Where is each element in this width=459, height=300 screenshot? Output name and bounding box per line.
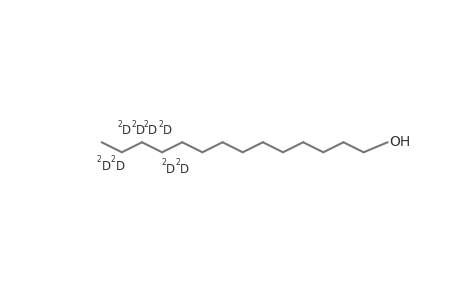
Text: D: D [162,124,172,137]
Text: D: D [179,163,189,176]
Text: D: D [101,160,111,172]
Text: OH: OH [388,135,409,149]
Text: D: D [122,124,131,137]
Text: 2: 2 [161,158,166,167]
Text: D: D [135,124,145,137]
Text: 2: 2 [131,120,135,129]
Text: 2: 2 [117,120,122,129]
Text: D: D [166,163,175,176]
Text: D: D [148,124,157,137]
Text: 2: 2 [111,155,115,164]
Text: 2: 2 [97,155,101,164]
Text: 2: 2 [143,120,148,129]
Text: D: D [115,160,124,172]
Text: 2: 2 [158,120,162,129]
Text: 2: 2 [175,158,179,167]
